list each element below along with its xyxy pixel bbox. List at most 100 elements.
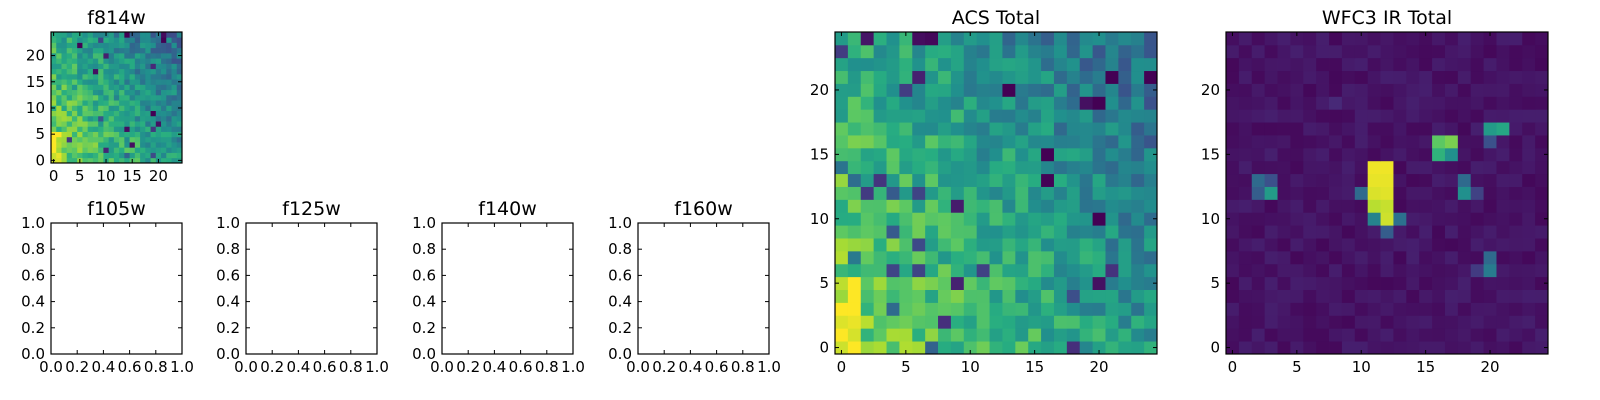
- y-tick-label: 10: [1201, 210, 1220, 228]
- heatmap-cell: [1444, 173, 1459, 187]
- heatmap-cell: [847, 70, 862, 84]
- heatmap-cell: [98, 131, 104, 138]
- heatmap-cell: [1341, 122, 1356, 136]
- heatmap-cell: [1457, 44, 1472, 59]
- heatmap-cell: [1015, 341, 1029, 355]
- heatmap-cell: [1066, 160, 1081, 175]
- heatmap-cell: [171, 63, 178, 70]
- heatmap-cell: [176, 121, 183, 127]
- heatmap-cell: [108, 152, 115, 159]
- heatmap-cell: [124, 105, 130, 111]
- x-tick-label: 0.8: [535, 358, 559, 376]
- heatmap-cell: [129, 126, 136, 132]
- heatmap-cell: [1380, 122, 1394, 136]
- heatmap-cell: [1053, 160, 1068, 175]
- y-tick-label: 5: [1210, 274, 1220, 292]
- heatmap-cell: [176, 126, 183, 132]
- heatmap-cell: [1066, 57, 1081, 72]
- heatmap-cell: [835, 315, 849, 329]
- heatmap-cell: [1380, 250, 1394, 265]
- heatmap-cell: [847, 135, 862, 149]
- heatmap-cell: [1329, 32, 1343, 46]
- heatmap-cell: [1522, 83, 1536, 97]
- heatmap-cell: [847, 315, 862, 329]
- heatmap-cell: [1041, 186, 1055, 200]
- heatmap-cell: [1053, 186, 1068, 200]
- heatmap-cell: [77, 79, 83, 85]
- heatmap-cell: [1238, 70, 1253, 84]
- heatmap-cell: [61, 136, 68, 143]
- heatmap-cell: [1092, 263, 1106, 278]
- heatmap-cell: [103, 37, 110, 43]
- heatmap-cell: [989, 225, 1003, 239]
- heatmap-cell: [113, 68, 120, 75]
- heatmap-cell: [950, 212, 965, 226]
- heatmap-cell: [103, 136, 110, 143]
- heatmap-cell: [1457, 32, 1472, 46]
- heatmap-cell: [176, 84, 183, 91]
- heatmap-cell: [1015, 57, 1029, 72]
- heatmap-cell: [61, 142, 68, 148]
- heatmap-cell: [886, 70, 900, 84]
- heatmap-cell: [119, 42, 125, 49]
- x-tick-label: 10: [961, 358, 980, 376]
- heatmap-cell: [92, 126, 99, 132]
- heatmap-cell: [1002, 160, 1016, 175]
- x-tick-label: 0.8: [144, 358, 168, 376]
- heatmap-cell: [1406, 302, 1420, 316]
- heatmap-cell: [166, 105, 172, 111]
- heatmap-cell: [1316, 199, 1330, 213]
- heatmap-cell: [873, 96, 887, 110]
- heatmap-cell: [1457, 315, 1472, 329]
- heatmap-cell: [166, 110, 172, 117]
- heatmap-cell: [1028, 32, 1042, 46]
- heatmap-cell: [1015, 250, 1029, 265]
- heatmap-cell: [108, 42, 115, 49]
- heatmap-cell: [1264, 147, 1278, 162]
- heatmap-cell: [989, 44, 1003, 59]
- heatmap-cell: [1483, 109, 1497, 123]
- heatmap-cell: [1509, 238, 1523, 252]
- heatmap-cell: [1509, 96, 1523, 110]
- heatmap-cell: [71, 131, 78, 138]
- heatmap-cell: [899, 289, 913, 303]
- heatmap-cell: [1341, 250, 1356, 265]
- x-tick-label: 0.4: [482, 358, 506, 376]
- heatmap-cell: [119, 37, 125, 43]
- heatmap-cell: [1251, 328, 1266, 342]
- heatmap-cell: [1432, 32, 1446, 46]
- heatmap-cell: [1535, 302, 1549, 316]
- heatmap-cell: [1028, 57, 1042, 72]
- heatmap-cell: [912, 315, 926, 329]
- heatmap-cell: [938, 83, 952, 97]
- heatmap-cell: [1432, 147, 1446, 162]
- heatmap-cell: [1470, 328, 1484, 342]
- heatmap-cell: [1264, 122, 1278, 136]
- heatmap-cell: [1329, 122, 1343, 136]
- heatmap-cell: [166, 126, 172, 132]
- heatmap-cell: [860, 96, 875, 110]
- heatmap-cell: [140, 157, 146, 164]
- heatmap-cell: [1226, 289, 1240, 303]
- heatmap-cell: [1535, 225, 1549, 239]
- heatmap-cell: [1226, 276, 1240, 290]
- heatmap-cell: [66, 131, 73, 138]
- heatmap-cell: [1092, 341, 1106, 355]
- heatmap-cell: [1053, 32, 1068, 46]
- y-tick-label: 0.2: [608, 319, 632, 337]
- heatmap-cell: [1509, 289, 1523, 303]
- heatmap-cell: [77, 105, 83, 111]
- heatmap-cell: [119, 157, 125, 164]
- heatmap-cell: [124, 37, 130, 43]
- heatmap-cell: [1367, 212, 1381, 226]
- heatmap-cell: [129, 131, 136, 138]
- heatmap-cell: [1079, 32, 1093, 46]
- heatmap-cell: [1118, 96, 1132, 110]
- heatmap-cell: [56, 79, 62, 85]
- heatmap-cell: [1079, 341, 1093, 355]
- heatmap-cell: [938, 302, 952, 316]
- heatmap-cell: [1329, 238, 1343, 252]
- heatmap-cell: [1509, 109, 1523, 123]
- heatmap-cell: [1496, 160, 1510, 175]
- heatmap-cell: [134, 152, 141, 159]
